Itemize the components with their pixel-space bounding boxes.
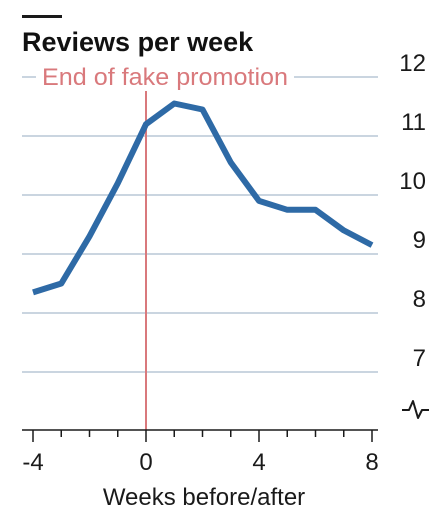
annotation: End of fake promotion	[36, 62, 294, 430]
gridlines	[22, 76, 378, 373]
series-line	[32, 100, 374, 296]
x-tick-label: 8	[365, 449, 378, 476]
x-axis: -4 0 4 8	[22, 429, 379, 476]
title-accent-bar	[22, 15, 62, 18]
y-tick-label: 12	[399, 50, 426, 77]
y-tick-label: 7	[413, 345, 426, 372]
x-tick-label: -4	[22, 449, 43, 476]
series	[32, 100, 374, 296]
annotation-label-background	[36, 62, 294, 92]
chart-title: Reviews per week	[22, 27, 254, 57]
y-tick-label: 11	[401, 109, 426, 136]
axis-break-icon	[402, 400, 429, 419]
annotation-label: End of fake promotion	[42, 64, 288, 91]
x-axis-label: Weeks before/after	[103, 484, 305, 511]
axis-break-mark	[402, 400, 429, 419]
y-tick-label: 10	[399, 168, 426, 195]
y-tick-label: 8	[413, 286, 426, 313]
y-tick-label: 9	[413, 227, 426, 254]
x-tick-label: 0	[139, 449, 152, 476]
y-tick-labels: 7 8 9 10 11 12	[399, 50, 426, 372]
x-tick-label: 4	[252, 449, 265, 476]
